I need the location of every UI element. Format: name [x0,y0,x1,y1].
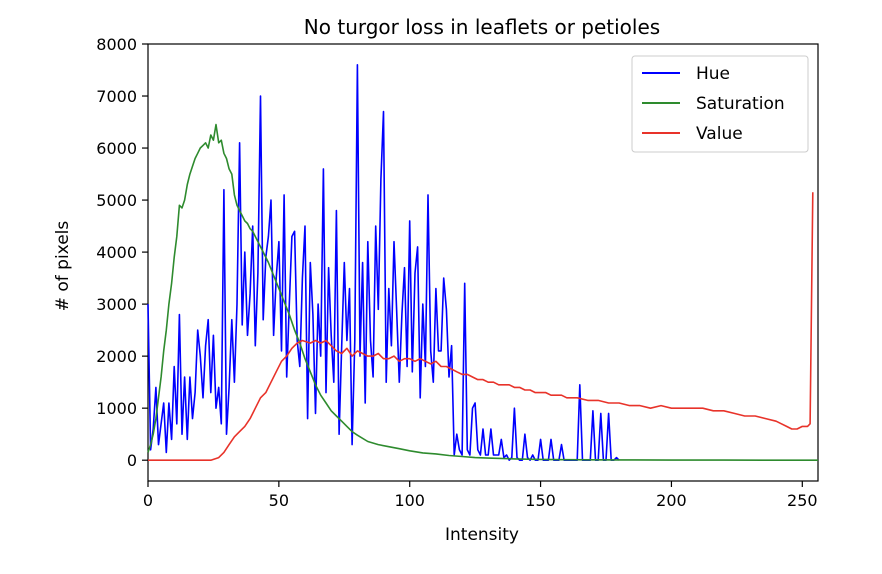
y-tick-label: 8000 [96,35,137,54]
y-tick-label: 0 [127,451,137,470]
y-axis-label: # of pixels [53,221,73,312]
y-tick-label: 2000 [96,347,137,366]
series-line-hue [147,64,620,461]
x-tick-label: 0 [143,491,153,510]
plot-frame [147,43,819,482]
axes: 0 50 100 150 200 250 0 1000 2000 3000 4000 5000 6000… [96,35,819,510]
x-axis-label: Intensity [445,525,519,545]
y-tick-label: 6000 [96,139,137,158]
y-tick-label: 3000 [96,295,137,314]
legend-label-value: Value [696,124,743,144]
plot-lines [147,64,819,461]
x-tick-label: 100 [394,491,425,510]
legend-box [631,55,809,153]
x-tick-label: 200 [656,491,687,510]
legend: Hue Saturation Value [631,55,809,153]
series-line-saturation [147,123,819,461]
y-tick-label: 5000 [96,191,137,210]
legend-label-hue: Hue [696,64,730,84]
y-tick-label: 1000 [96,399,137,418]
y-tick-label: 7000 [96,87,137,106]
x-tick-label: 50 [269,491,289,510]
series-line-value [148,192,814,461]
legend-label-saturation: Saturation [696,94,785,114]
chart-title: No turgor loss in leaflets or petioles [304,15,660,39]
x-tick-label: 250 [787,491,818,510]
y-tick-label: 4000 [96,243,137,262]
x-tick-label: 150 [525,491,556,510]
